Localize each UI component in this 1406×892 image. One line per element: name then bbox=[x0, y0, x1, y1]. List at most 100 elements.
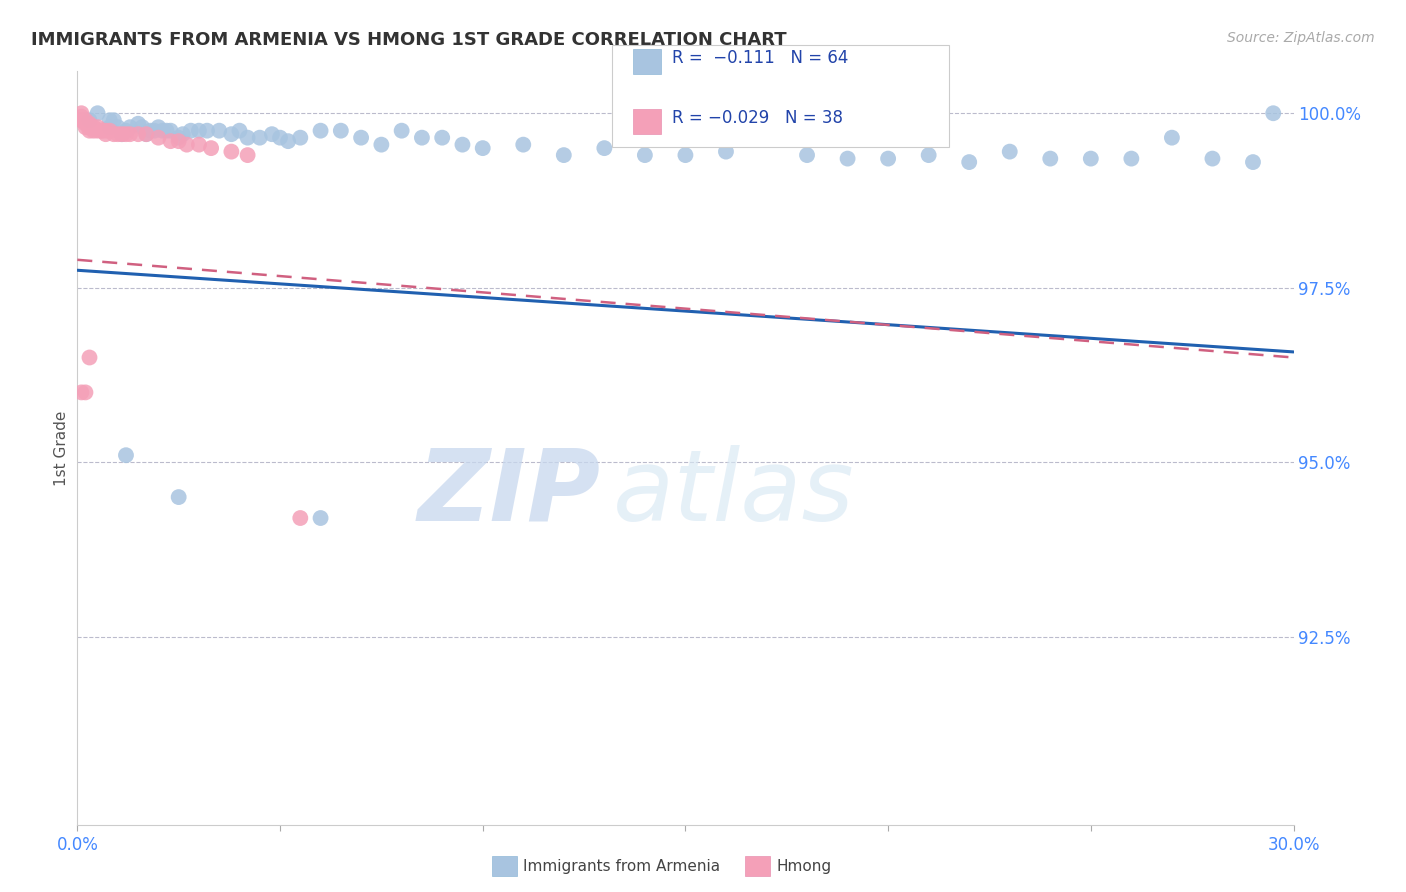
Point bbox=[188, 124, 211, 138]
Point bbox=[167, 134, 190, 148]
Point bbox=[208, 124, 231, 138]
Point bbox=[70, 385, 93, 400]
Point bbox=[260, 127, 283, 141]
Point bbox=[430, 130, 453, 145]
Point bbox=[152, 124, 174, 138]
Point bbox=[269, 130, 291, 145]
Point bbox=[309, 511, 332, 525]
Point bbox=[755, 124, 778, 138]
Point bbox=[118, 120, 141, 135]
Point bbox=[1161, 130, 1184, 145]
Point bbox=[70, 113, 93, 128]
Point bbox=[83, 120, 105, 135]
Point bbox=[86, 106, 108, 120]
Point bbox=[79, 351, 101, 365]
Point bbox=[221, 127, 243, 141]
Point bbox=[70, 110, 93, 124]
Point bbox=[107, 127, 129, 141]
Point bbox=[411, 130, 433, 145]
Point bbox=[172, 127, 194, 141]
Point bbox=[98, 120, 121, 135]
Point bbox=[148, 120, 170, 135]
Text: R =  −0.111   N = 64: R = −0.111 N = 64 bbox=[672, 49, 848, 67]
Point bbox=[228, 124, 250, 138]
Point bbox=[167, 490, 190, 504]
Point bbox=[329, 124, 352, 138]
Point bbox=[70, 113, 93, 128]
Point bbox=[103, 113, 125, 128]
Point bbox=[70, 106, 93, 120]
Text: Immigrants from Armenia: Immigrants from Armenia bbox=[523, 859, 720, 873]
Point bbox=[79, 124, 101, 138]
Point bbox=[79, 117, 101, 131]
Point bbox=[221, 145, 243, 159]
Point bbox=[249, 130, 271, 145]
Point bbox=[195, 124, 218, 138]
Point bbox=[86, 120, 108, 135]
Point bbox=[200, 141, 222, 155]
Point bbox=[350, 130, 373, 145]
Point bbox=[111, 127, 134, 141]
Point bbox=[155, 124, 177, 138]
Text: IMMIGRANTS FROM ARMENIA VS HMONG 1ST GRADE CORRELATION CHART: IMMIGRANTS FROM ARMENIA VS HMONG 1ST GRA… bbox=[31, 31, 786, 49]
Point bbox=[998, 145, 1021, 159]
Point bbox=[75, 117, 97, 131]
Point bbox=[98, 124, 121, 138]
Point bbox=[634, 148, 657, 162]
Text: R = −0.029   N = 38: R = −0.029 N = 38 bbox=[672, 109, 844, 127]
Point bbox=[79, 113, 101, 128]
Point bbox=[118, 127, 141, 141]
Point bbox=[131, 120, 153, 135]
Point bbox=[188, 137, 211, 152]
Point bbox=[90, 124, 112, 138]
Point bbox=[75, 120, 97, 135]
Point bbox=[290, 511, 312, 525]
Point bbox=[236, 148, 259, 162]
Point bbox=[290, 130, 312, 145]
Point bbox=[94, 124, 117, 138]
Point bbox=[139, 124, 162, 138]
Point bbox=[111, 127, 134, 141]
Point bbox=[1241, 155, 1264, 169]
Point bbox=[159, 124, 181, 138]
Point bbox=[103, 127, 125, 141]
Point bbox=[370, 137, 392, 152]
Point bbox=[75, 385, 97, 400]
Point bbox=[86, 124, 108, 138]
Point bbox=[1039, 152, 1062, 166]
Point bbox=[277, 134, 299, 148]
Point bbox=[512, 137, 534, 152]
Point bbox=[675, 148, 697, 162]
Point bbox=[83, 124, 105, 138]
Text: ZIP: ZIP bbox=[418, 445, 600, 542]
Point bbox=[837, 152, 859, 166]
Point bbox=[553, 148, 575, 162]
Point bbox=[94, 127, 117, 141]
Text: Hmong: Hmong bbox=[776, 859, 831, 873]
Point bbox=[714, 145, 737, 159]
Point bbox=[98, 113, 121, 128]
Point bbox=[957, 155, 980, 169]
Point bbox=[471, 141, 494, 155]
Point bbox=[127, 127, 149, 141]
Point bbox=[593, 141, 616, 155]
Point bbox=[90, 124, 112, 138]
Point bbox=[135, 127, 157, 141]
Point bbox=[451, 137, 474, 152]
Point bbox=[115, 124, 138, 138]
Point bbox=[176, 137, 198, 152]
Point bbox=[143, 124, 166, 138]
Point bbox=[79, 120, 101, 135]
Point bbox=[796, 148, 818, 162]
Point bbox=[107, 120, 129, 135]
Point bbox=[877, 152, 900, 166]
Point bbox=[1263, 106, 1285, 120]
Point bbox=[1080, 152, 1102, 166]
Point bbox=[115, 448, 138, 462]
Point bbox=[180, 124, 202, 138]
Point bbox=[148, 130, 170, 145]
Y-axis label: 1st Grade: 1st Grade bbox=[53, 410, 69, 486]
Point bbox=[918, 148, 941, 162]
Point bbox=[1121, 152, 1143, 166]
Point bbox=[1201, 152, 1223, 166]
